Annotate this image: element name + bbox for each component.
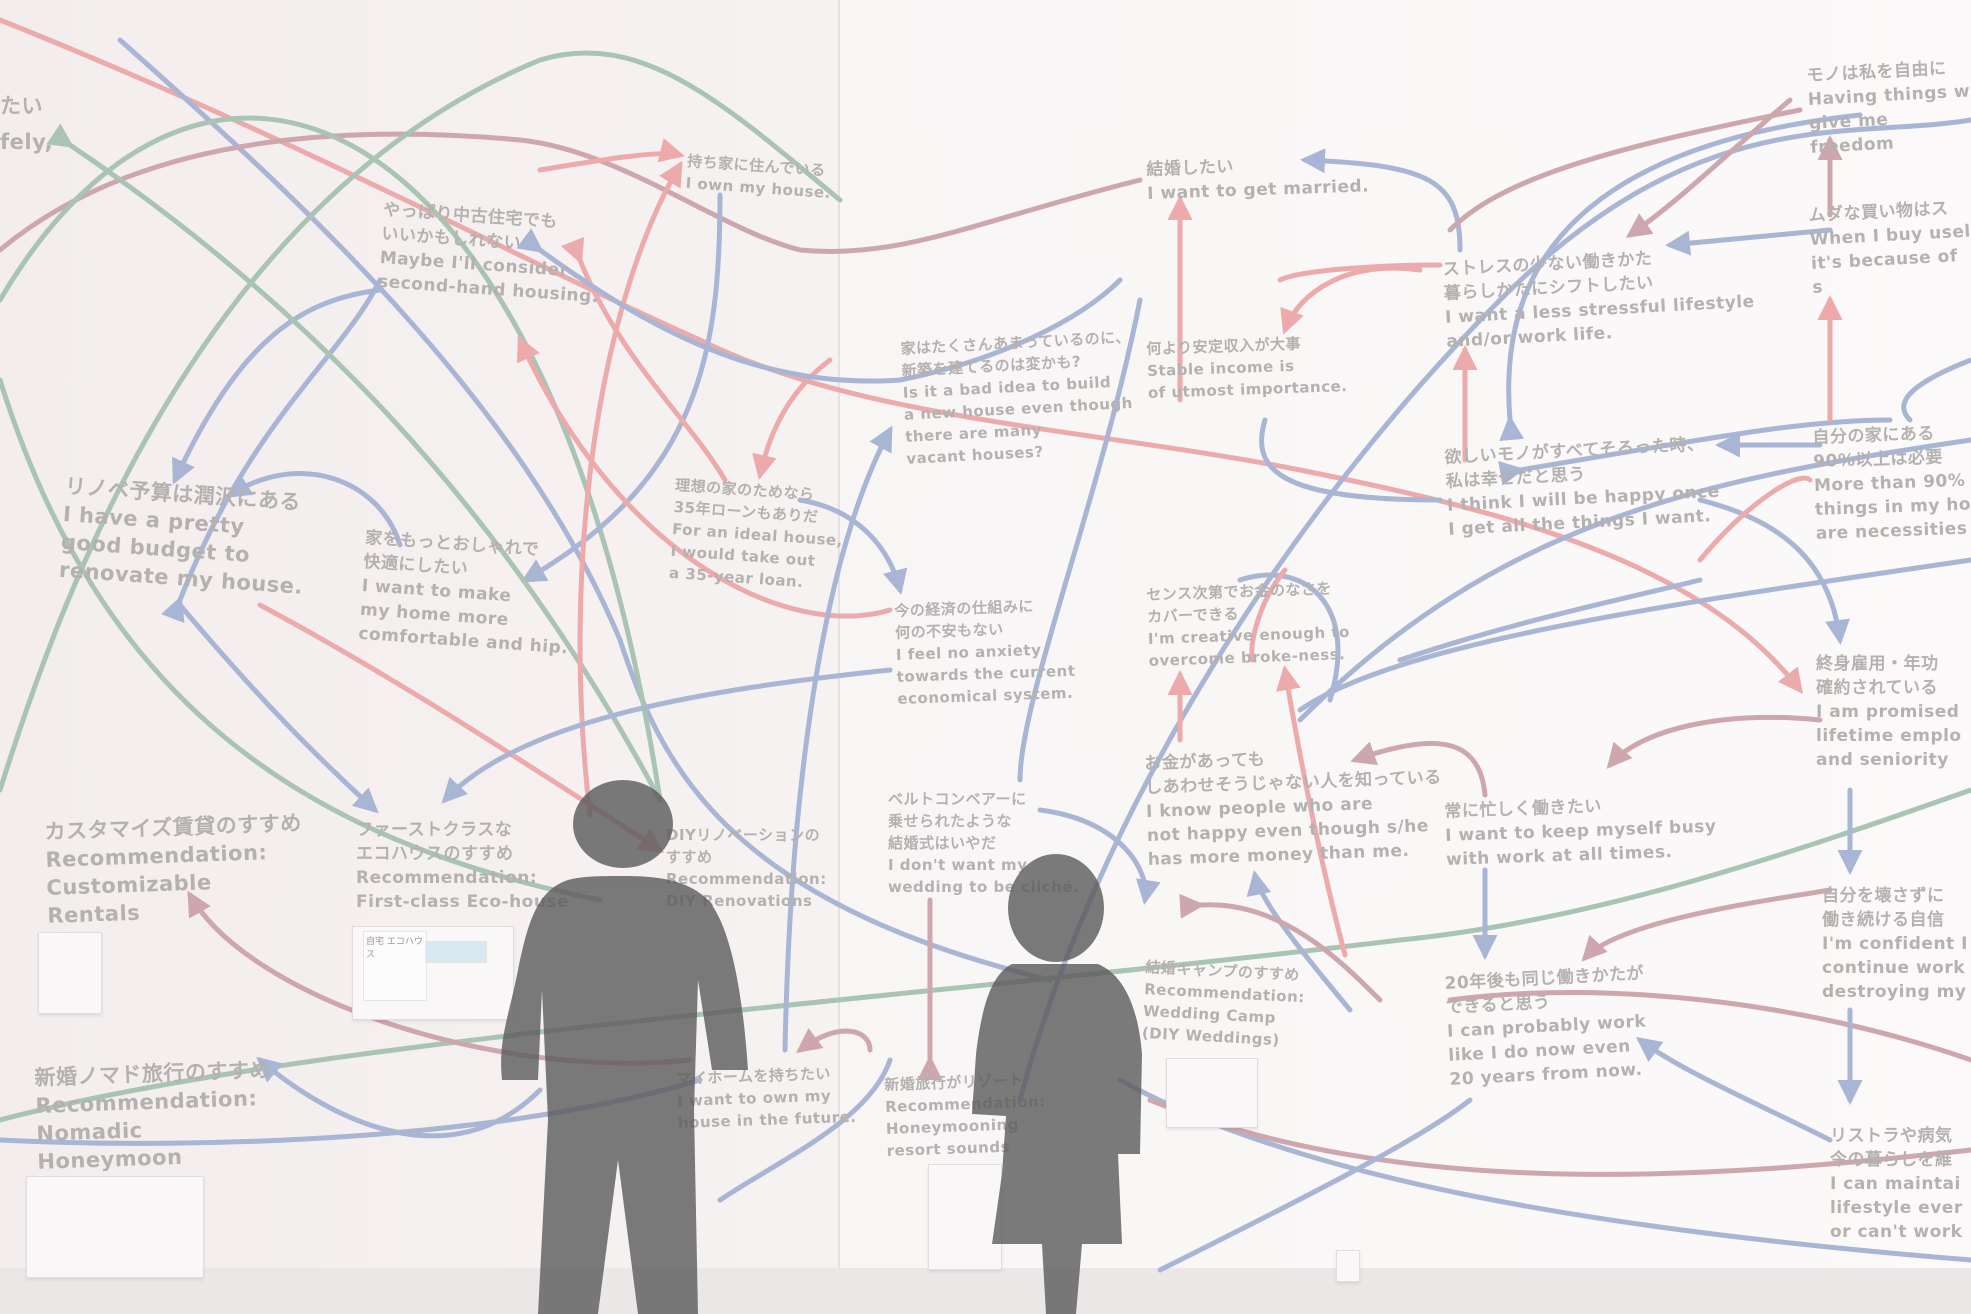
flow-arrow [1037,807,1161,905]
flow-arrow [1606,714,1823,769]
flow-arrow [1581,887,1833,962]
label-35-year-loan: 理想の家のためなら 35年ローンもありだ For an ideal house,… [668,475,844,592]
flow-arrow [1280,265,1423,335]
label-confident-work: 自分を壊さずに 働き続ける自信 I'm confident I continue… [1822,886,1968,1002]
label-rec-customizable-rentals: カスタマイズ賃貸のすすめ Recommendation: Customizabl… [44,811,303,928]
label-rec-wedding-camp: 結婚キャンプのすすめ Recommendation: Wedding Camp … [1141,957,1306,1050]
flow-arrow [752,357,833,480]
flow-curve [0,115,663,803]
flow-arrow [1017,297,1143,783]
flow-arrow [1277,262,1443,283]
flow-arrow [1259,417,1443,503]
flow-arrow [1300,148,1463,253]
flow-curve [1297,437,1971,723]
label-twenty-years: 20年後も同じ働きかたが できると思う I can probably work … [1444,963,1647,1090]
flow-arrow [1499,112,1863,441]
flow-arrow [717,1057,893,1203]
label-second-hand-housing: やっぱり中古住宅でも いいかもしれない Maybe I'll consider … [377,199,600,308]
flow-curve [1297,557,1971,713]
flow-arrow [537,138,685,173]
flow-arrow [1665,227,1833,256]
wall-corner [838,0,840,1314]
label-renovation-budget: リノベ予算は潤沢にある I have a pretty good budget … [58,473,304,599]
left-wall [0,0,840,1314]
flow-arrow [161,277,383,624]
flow-arrow [1179,893,1383,1003]
flow-arrow [1275,665,1348,958]
flow-curve [1447,990,1971,1063]
partial-label-top-left-jp: たい [0,94,43,118]
flow-arrow [46,123,663,803]
flow-arrow [520,192,723,583]
flow-arrow [516,335,893,619]
label-creative-enough: センス次第でお金のなさを カバーできる I'm creative enough … [1146,579,1351,670]
flow-arrow [782,425,893,1053]
man-silhouette [501,780,748,1314]
flyer-holder-eco: 自宅 エコハウス [352,926,514,1020]
flow-arrow [797,497,908,595]
flow-arrow [177,602,379,814]
label-ninety-percent: 自分の家にある 90%以上は必要 More than 90% things in… [1812,423,1971,544]
flow-arrow [225,471,403,548]
label-get-married: 結婚したい I want to get married. [1146,156,1370,204]
flow-arrow [1625,97,1793,238]
wall-panel [928,1164,1002,1270]
label-lifetime-employment: 終身雇用・年功 確約されている I am promised lifetime e… [1816,654,1962,770]
flow-arrow [1447,107,1803,233]
flow-arrow [1901,357,1971,423]
flyer-holder-wedding [1166,1058,1258,1128]
flow-arrow [1635,1037,1833,1143]
label-rec-nomadic-honeymoon: 新婚ノマド旅行のすすめ Recommendation: Nomadic Hone… [34,1057,272,1174]
flow-arrow [1697,497,1850,645]
label-stable-income: 何より安定収入が大事 Stable income is of utmost im… [1146,334,1348,402]
wall-outlet [1336,1250,1360,1282]
flyer-holder-honeymoon [26,1176,204,1278]
label-stylish-home: 家をもっとおしゃれで 快適にしたい I want to make my home… [357,527,569,659]
flow-arrow [516,228,1123,384]
flow-arrow [1246,870,1353,1013]
flow-arrow [560,236,728,483]
label-rec-eco-house: ファーストクラスな エコハウスのすすめ Recommendation: Firs… [356,820,570,912]
flow-curve [0,50,843,793]
partial-label-top-left-en: fely, [0,130,54,154]
flow-curve [0,787,1971,1123]
flow-curve [0,377,603,903]
flow-arrow [577,160,683,818]
label-happy-all-things: 欲しいモノがすべてそろった時、 私は幸せだと思う I think I will … [1444,434,1721,540]
flow-arrow [795,1028,873,1053]
floor [0,1268,1971,1314]
flow-curve [0,17,1804,694]
flow-arrow [1237,572,1341,703]
flyer-holder-rentals [38,932,102,1014]
label-money-not-happy: お金があっても しあわせそうじゃない人を知っている I know people … [1144,749,1443,870]
flow-arrow [1397,577,1703,663]
flow-arrow [1350,740,1488,798]
label-useless-shopping: ムダな買い物はス When I buy usel it's because of… [1808,198,1971,298]
flow-curve [1017,117,1971,1103]
label-restructuring: リストラや病気 今の暮らしを維 I can maintai lifestyle … [1830,1126,1963,1242]
flow-arrow [1157,1097,1473,1273]
flyer-eco: 自宅 エコハウス [363,931,427,1001]
flow-arrow [172,287,383,485]
flow-curve [1147,1097,1971,1177]
flow-arrow [441,667,893,804]
label-vacant-houses: 家はたくさんあまっているのに、 新築を建てるのは変かも? Is it a bad… [900,327,1134,468]
label-keep-busy: 常に忙しく働きたい I want to keep myself busy wit… [1444,796,1717,870]
flow-arrow [1697,475,1813,563]
label-less-stressful: ストレスの少ない働きかた 暮らしかたにシフトしたい I want a less … [1442,249,1756,352]
woman-silhouette [972,854,1142,1314]
label-economy: 今の経済の仕組みに 何の不安もない I feel no anxiety towa… [894,597,1076,708]
flow-arrow [1249,567,1288,663]
flow-curve [0,131,1143,255]
flow-arrow [256,1056,543,1139]
flyer-eco-blue [425,941,487,963]
label-things-freedom: モノは私を自由に Having things w give me freedom [1806,58,1971,158]
